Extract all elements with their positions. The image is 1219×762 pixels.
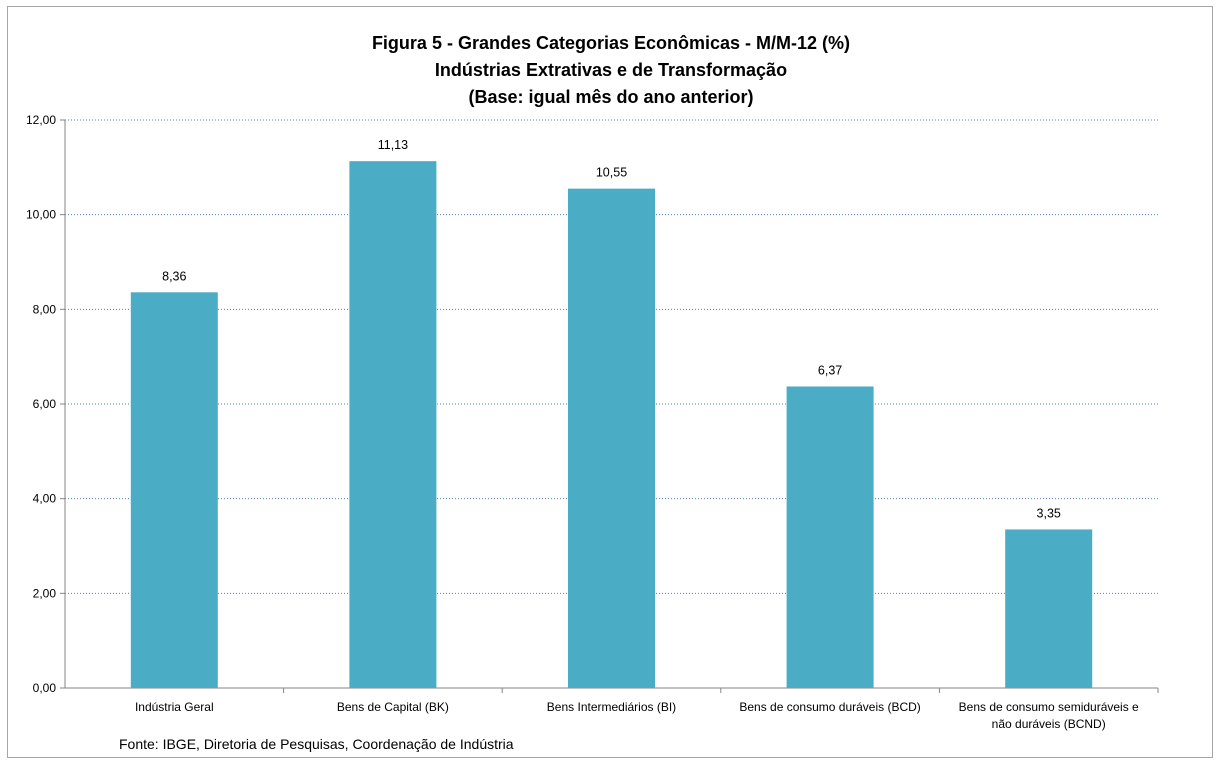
bar: [786, 386, 874, 688]
bar: [568, 188, 655, 688]
bar: [130, 292, 218, 688]
bar: [349, 161, 437, 688]
y-tick-label: 2,00: [33, 586, 57, 600]
bar: [1005, 529, 1093, 688]
x-tick-label: não duráveis (BCND): [992, 717, 1106, 731]
y-tick-label: 6,00: [33, 397, 57, 411]
x-tick-label: Bens Intermediários (BI): [547, 700, 676, 714]
x-tick-label: Bens de consumo semiduráveis e: [959, 700, 1139, 714]
data-label: 10,55: [596, 166, 627, 180]
data-label: 6,37: [818, 363, 842, 377]
y-tick-label: 10,00: [26, 208, 56, 222]
data-label: 3,35: [1037, 506, 1061, 520]
y-tick-label: 4,00: [33, 492, 57, 506]
data-label: 8,36: [162, 269, 186, 283]
x-tick-label: Bens de consumo duráveis (BCD): [739, 700, 920, 714]
x-tick-label: Indústria Geral: [135, 700, 214, 714]
x-tick-label: Bens de Capital (BK): [337, 700, 449, 714]
y-tick-label: 12,00: [26, 113, 56, 127]
chart-title-line-3: (Base: igual mês do ano anterior): [468, 87, 754, 107]
chart-title-line-1: Figura 5 - Grandes Categorias Econômicas…: [371, 33, 851, 53]
data-label: 11,13: [378, 138, 408, 152]
source-note: Fonte: IBGE, Diretoria de Pesquisas, Coo…: [119, 736, 514, 752]
y-tick-label: 8,00: [33, 302, 57, 316]
y-tick-label: 0,00: [33, 681, 57, 695]
chart-title-line-2: Indústrias Extrativas e de Transformação: [434, 60, 788, 80]
